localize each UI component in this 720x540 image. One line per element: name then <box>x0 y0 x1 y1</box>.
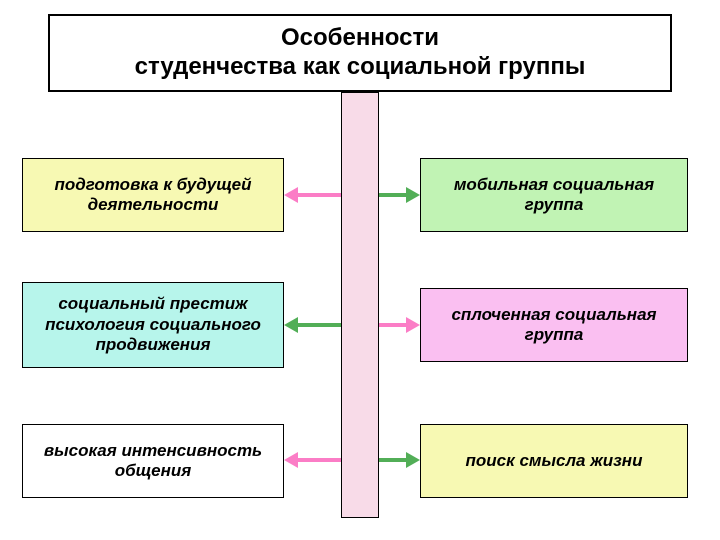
node-right-3: поиск смысла жизни <box>420 424 688 498</box>
arrow-right-3 <box>379 458 408 462</box>
node-right-1: мобильная социальная группа <box>420 158 688 232</box>
arrow-right-1 <box>379 193 408 197</box>
node-right-3-text: поиск смысла жизни <box>466 451 643 471</box>
diagram-title-text: Особенности студенчества как социальной … <box>135 24 586 82</box>
trunk <box>341 92 379 518</box>
arrow-right-2 <box>379 323 408 327</box>
node-right-1-text: мобильная социальная группа <box>427 175 681 216</box>
diagram-title: Особенности студенчества как социальной … <box>48 14 672 92</box>
arrow-left-1 <box>296 193 341 197</box>
node-left-2-text: социальный престиж психология социальног… <box>29 294 277 355</box>
node-left-2: социальный престиж психология социальног… <box>22 282 284 368</box>
node-left-1-text: подготовка к будущей деятельности <box>29 175 277 216</box>
node-left-1: подготовка к будущей деятельности <box>22 158 284 232</box>
node-left-3: высокая интенсивность общения <box>22 424 284 498</box>
node-left-3-text: высокая интенсивность общения <box>29 441 277 482</box>
arrow-left-3 <box>296 458 341 462</box>
node-right-2-text: сплоченная социальная группа <box>427 305 681 346</box>
arrow-left-2 <box>296 323 341 327</box>
node-right-2: сплоченная социальная группа <box>420 288 688 362</box>
